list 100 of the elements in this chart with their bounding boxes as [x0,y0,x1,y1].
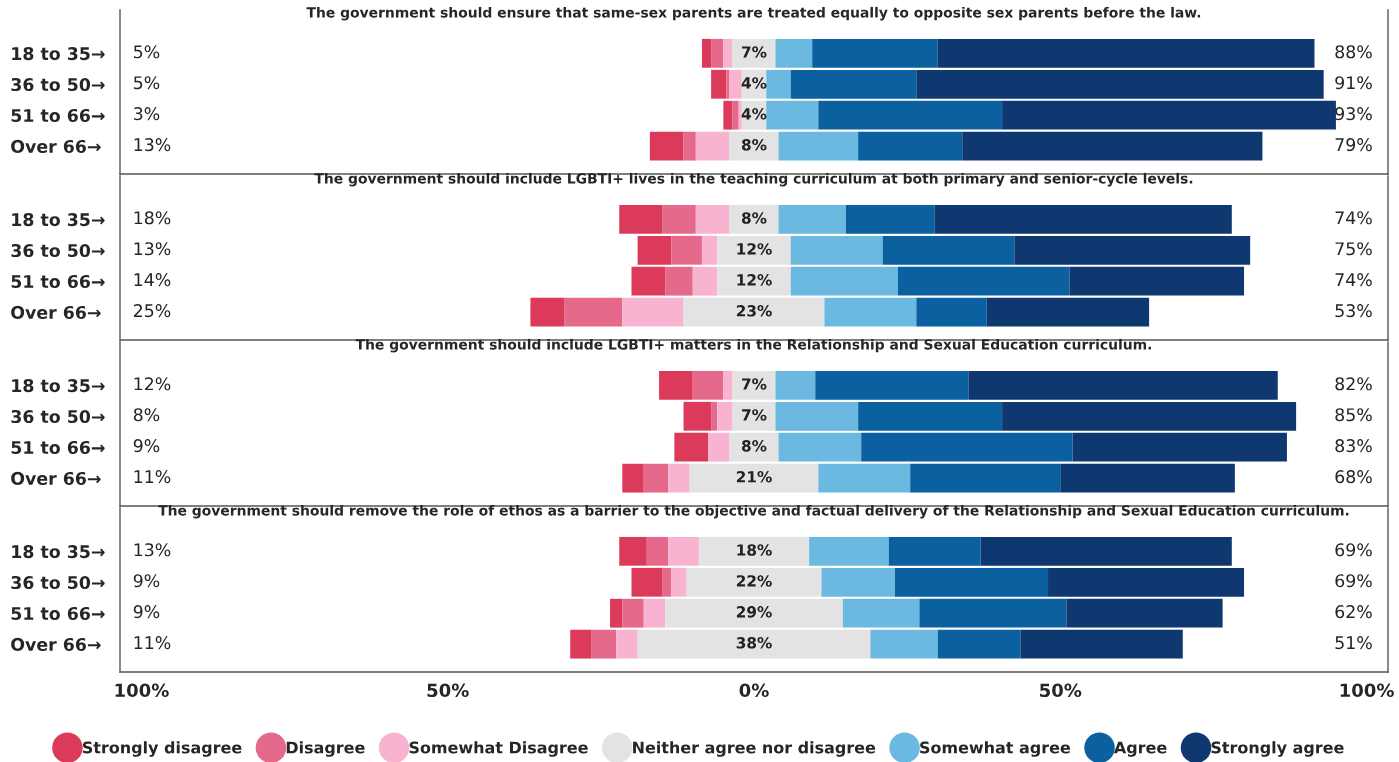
data-label: 8% [741,440,767,452]
bar [564,297,623,327]
y-tick-label: Over 66→ [11,139,101,153]
annotation: 13% [134,543,171,557]
bar [778,432,862,462]
data-label: 29% [736,606,772,618]
bar [689,463,819,493]
bar [631,266,666,296]
bar [1066,598,1223,628]
bar [809,536,889,566]
bar [711,69,727,99]
bar [894,567,1049,597]
annotation: 12% [134,377,171,391]
y-tick-label: 36 to 50→ [11,77,105,92]
x-tick-label: 100% [1340,683,1394,698]
bar [775,370,816,400]
bar [610,598,623,628]
bar [962,131,1263,161]
bar [668,463,690,493]
annotation: 68% [1335,470,1372,484]
bar [692,370,724,400]
data-label: 23% [736,305,772,317]
y-tick-label: Over 66→ [11,305,101,319]
bar [622,297,684,327]
bar [717,266,791,296]
bar [882,235,1015,265]
data-label: 7% [742,46,767,58]
chart-title: The government should remove the role of ethos as a barrier to the objective and factual delivery of the Relationship and Sexual Education curriculum. [158,504,1349,519]
bar [937,38,1315,68]
bar [683,401,712,431]
bar [643,463,669,493]
annotation: 14% [134,273,171,287]
data-label: 12% [737,274,772,286]
bar [711,38,724,68]
bar [732,401,776,431]
chart-title: The government should ensure that same-sex parents are treated equally to opposite sex parents before the law. [306,6,1201,21]
bar [622,598,644,628]
y-tick-label: 51 to 66→ [11,108,105,123]
data-label: 7% [742,378,767,390]
bar [649,131,684,161]
bar [1002,401,1297,431]
annotation: 9% [133,439,160,453]
annotation: 69% [1335,574,1372,588]
bar [729,204,779,234]
bar [665,598,843,628]
annotation: 25% [133,304,171,318]
data-label: 12% [737,243,772,255]
legend-label: Agree [1113,741,1167,757]
annotation: 74% [1335,211,1372,225]
legend-label: Strongly agree [1211,741,1344,757]
bar [845,204,935,234]
bar [968,370,1278,400]
annotation: 85% [1335,408,1372,422]
bar [695,131,730,161]
y-tick-label: 51 to 66→ [11,440,105,455]
bar [1020,629,1183,659]
bar [665,266,693,296]
y-tick-label: Over 66→ [11,471,101,485]
bar [1014,235,1251,265]
data-label: 18% [737,544,772,556]
bar [1002,100,1336,130]
bar [738,100,742,130]
bar [818,100,1003,130]
bar [591,629,617,659]
annotation: 91% [1335,76,1372,90]
bar [1060,463,1235,493]
data-label: 21% [736,471,772,483]
bar [916,69,1324,99]
bar [1072,432,1287,462]
bar [631,567,663,597]
legend-label: Somewhat Disagree [409,741,588,757]
bar [671,235,702,265]
bar [888,536,981,566]
bar [897,266,1070,296]
annotation: 11% [134,470,171,484]
bar [637,629,871,659]
bar [708,432,730,462]
bar [937,629,1021,659]
bar [701,38,712,68]
legend-label: Neither agree nor disagree [633,741,876,757]
bar [717,235,791,265]
bar [812,38,938,68]
bar [980,536,1232,566]
annotation: 75% [1335,242,1372,256]
bar [723,38,733,68]
annotation: 88% [1335,45,1372,59]
annotation: 51% [1335,636,1372,650]
annotation: 83% [1335,439,1372,453]
data-label: 8% [741,212,767,224]
bar [858,131,963,161]
y-tick-label: 51 to 66→ [11,274,105,289]
bar [698,536,810,566]
x-tick-label: 50% [1040,683,1082,698]
legend-label: Disagree [286,741,365,757]
bar [916,297,987,327]
bar [662,567,672,597]
annotation: 9% [133,574,160,588]
bar [695,204,730,234]
bar [861,432,1073,462]
y-tick-label: 18 to 35→ [12,47,105,61]
